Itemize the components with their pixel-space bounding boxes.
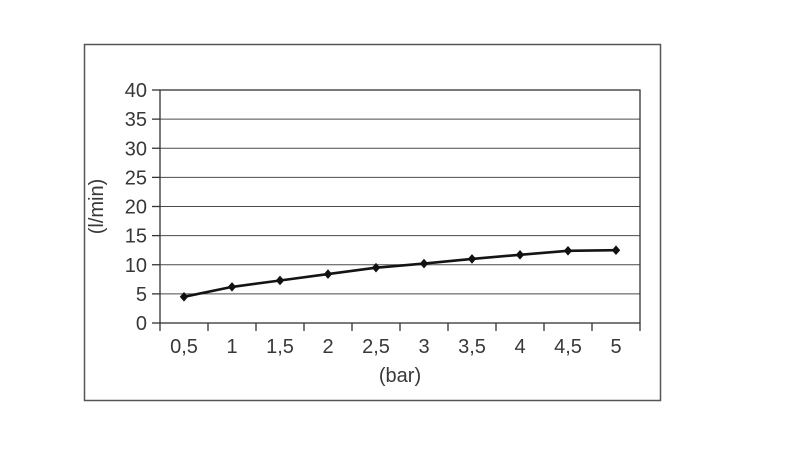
x-tick-label: 2 (322, 336, 333, 358)
y-tick-label: 40 (125, 80, 147, 102)
y-tick-label: 10 (125, 255, 147, 277)
x-tick-label: 3,5 (458, 336, 486, 358)
x-tick-label: 0,5 (170, 336, 198, 358)
y-tick-label: 35 (125, 109, 147, 131)
x-tick-label: 5 (610, 336, 621, 358)
data-point-marker (563, 245, 573, 256)
x-tick-label: 1,5 (266, 336, 294, 358)
x-tick-label: 2,5 (362, 336, 390, 358)
data-point-marker (371, 262, 381, 273)
y-axis-title: (l/min) (86, 179, 108, 235)
x-tick-label: 1 (226, 336, 237, 358)
y-tick-label: 30 (125, 138, 147, 160)
x-tick-labels: 0,5 1 1,5 2 2,5 3 3,5 4 4,5 5 (170, 336, 621, 358)
axis-ticks (152, 89, 641, 331)
data-point-markers (179, 245, 621, 302)
data-point-marker (611, 245, 621, 255)
figure-border (83, 43, 662, 402)
y-tick-label: 20 (125, 197, 147, 219)
data-point-marker (515, 250, 525, 260)
y-tick-label: 0 (136, 313, 147, 335)
data-point-marker (227, 282, 237, 292)
series-line (183, 248, 617, 299)
data-point-marker (323, 269, 333, 279)
x-tick-label: 3 (418, 336, 429, 358)
y-tick-label: 25 (125, 167, 147, 189)
data-point-marker (275, 275, 285, 286)
data-point-marker (467, 254, 477, 264)
y-tick-label: 15 (125, 226, 147, 248)
x-tick-label: 4,5 (554, 336, 582, 358)
x-tick-label: 4 (514, 336, 525, 358)
y-tick-label: 5 (136, 284, 147, 306)
y-tick-labels: 0 5 10 15 20 25 30 35 40 (125, 80, 147, 335)
data-point-marker (419, 258, 429, 269)
x-axis-title: (bar) (379, 365, 421, 387)
data-point-marker (179, 291, 189, 302)
